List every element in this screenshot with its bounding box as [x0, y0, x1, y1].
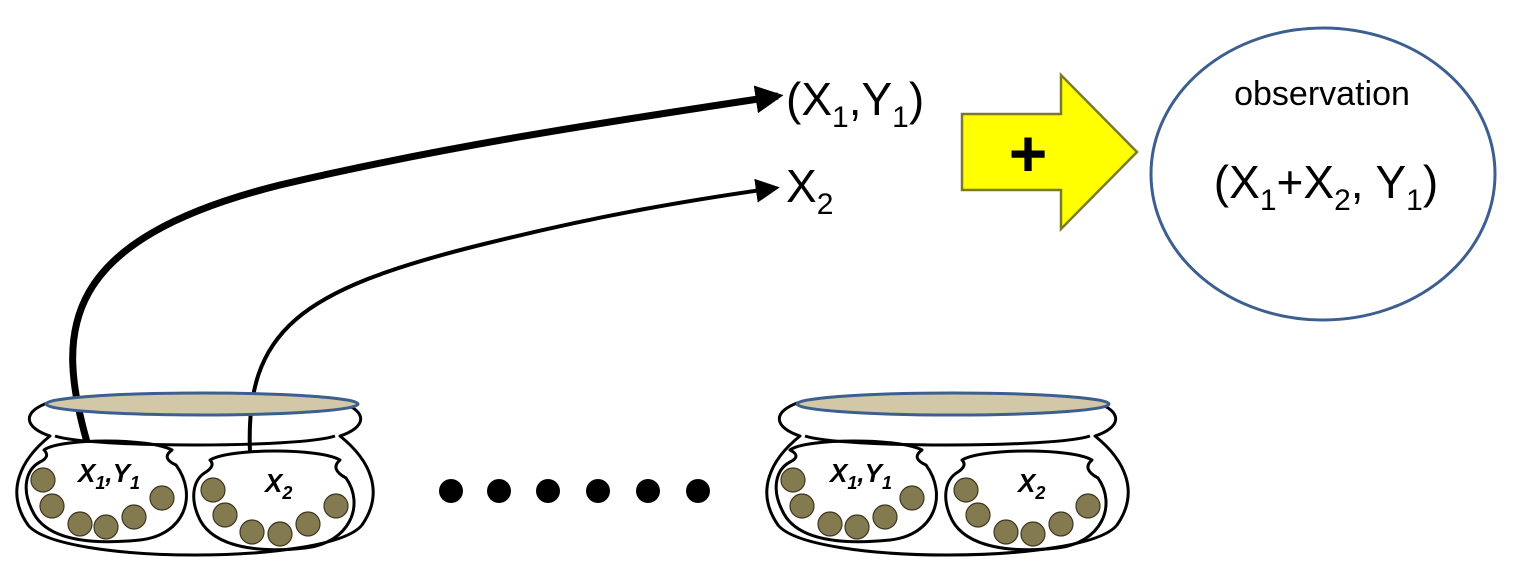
ellipsis-dot: [536, 479, 560, 503]
pot-2-compartment-1-label: X1,Y1: [828, 458, 892, 493]
pot-1-ball: [67, 511, 93, 537]
pot-2-ball: [993, 519, 1019, 545]
pot-2: X1,Y1 X2: [765, 391, 1130, 557]
pot-1-compartment-1: [24, 439, 188, 544]
pot-1-ball: [30, 467, 56, 493]
pot-2-rim: [795, 391, 1111, 417]
pot-2-ball: [899, 485, 925, 511]
observation-title: observation: [1234, 75, 1410, 113]
pot-1-ball: [212, 502, 238, 528]
output-single-label: X2: [786, 160, 833, 221]
pot-2-body: [765, 400, 1130, 557]
output-pair-label: (X1,Y1): [786, 73, 924, 134]
pot-1-rim: [44, 391, 360, 417]
pot-1-ball: [323, 493, 349, 519]
ellipsis-dot: [487, 479, 511, 503]
pot-1-compartment-2: [192, 449, 356, 552]
pot-2-compartment-2: [944, 449, 1108, 552]
ellipsis-dot: [439, 479, 463, 503]
pot-1-compartment-1-label: X1,Y1: [76, 458, 140, 493]
pot-1-ball: [295, 511, 321, 537]
pot-1-ball: [93, 514, 119, 540]
plus-operator: +: [1009, 116, 1048, 190]
pot-2-ball: [780, 467, 806, 493]
pot-2-ball: [789, 493, 815, 519]
pot-2-ball: [965, 502, 991, 528]
pot-2-inner-outline: [804, 434, 1091, 447]
pot-1-ball: [267, 521, 293, 547]
pot-2-ball: [844, 514, 870, 540]
thin-curve-arrow: [247, 178, 780, 453]
pot-1-ball: [121, 504, 147, 530]
pot-1: X1,Y1 X2: [15, 391, 375, 557]
yellow-block-arrow: [960, 71, 1139, 233]
observation-formula: (X1+X2, Y1): [1214, 156, 1438, 217]
pot-1-ball: [149, 485, 175, 511]
pot-1-body: [15, 400, 375, 557]
ellipsis-dot: [686, 479, 710, 503]
thick-curve-arrow: [69, 85, 784, 443]
pot-2-ball: [953, 477, 979, 503]
pot-1-ball: [39, 493, 65, 519]
pot-2-compartment-2-label: X2: [1016, 468, 1045, 503]
pot-2-ball: [817, 511, 843, 537]
ellipsis: [439, 479, 710, 503]
pot-1-ball: [200, 477, 226, 503]
pot-2-ball: [872, 504, 898, 530]
pot-2-ball: [1075, 493, 1101, 519]
observation-circle: [1149, 26, 1497, 322]
ellipsis-dot: [636, 479, 660, 503]
pot-1-compartment-2-label: X2: [263, 468, 292, 503]
pot-2-compartment-1: [774, 439, 938, 544]
ellipsis-dot: [586, 479, 610, 503]
pot-1-ball: [239, 519, 265, 545]
pot-2-ball: [1048, 511, 1074, 537]
pot-2-ball: [1020, 521, 1046, 547]
pot-1-inner-outline: [54, 434, 336, 447]
